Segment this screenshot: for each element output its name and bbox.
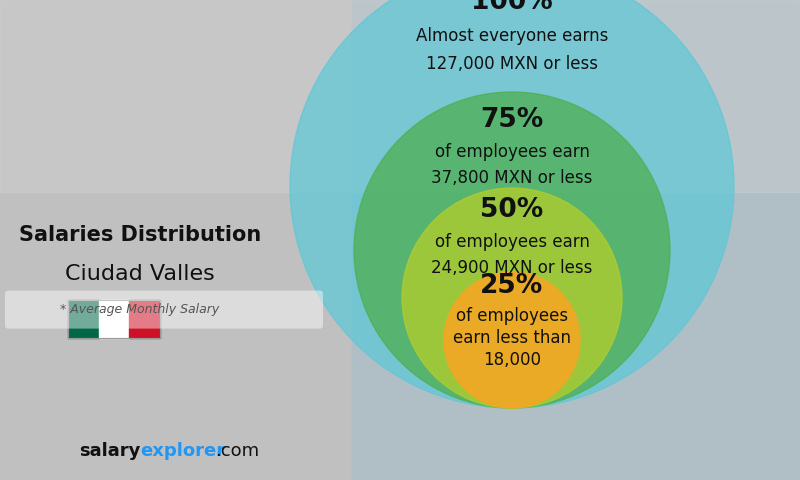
Text: earn less than: earn less than	[453, 329, 571, 347]
Text: 24,900 MXN or less: 24,900 MXN or less	[431, 259, 593, 277]
Text: of employees: of employees	[456, 307, 568, 325]
Text: Salaries Distribution: Salaries Distribution	[19, 225, 261, 245]
Text: 50%: 50%	[480, 197, 544, 223]
Bar	[0, 0, 800, 192]
Text: 75%: 75%	[480, 107, 544, 133]
Text: 127,000 MXN or less: 127,000 MXN or less	[426, 55, 598, 73]
Bar	[68, 300, 160, 338]
Circle shape	[290, 0, 734, 408]
Text: .com: .com	[215, 442, 259, 460]
Text: 25%: 25%	[480, 273, 544, 299]
Text: explorer: explorer	[140, 442, 225, 460]
Text: of employees earn: of employees earn	[434, 233, 590, 251]
Text: 37,800 MXN or less: 37,800 MXN or less	[431, 169, 593, 187]
Text: Ciudad Valles: Ciudad Valles	[65, 264, 215, 284]
Circle shape	[402, 188, 622, 408]
Text: Almost everyone earns: Almost everyone earns	[416, 27, 608, 45]
Bar	[130, 300, 160, 338]
Text: * Average Monthly Salary: * Average Monthly Salary	[60, 303, 220, 316]
Circle shape	[354, 92, 670, 408]
Text: salary: salary	[78, 442, 140, 460]
Text: 18,000: 18,000	[483, 351, 541, 369]
Circle shape	[444, 272, 580, 408]
Bar	[0, 0, 352, 480]
Bar	[352, 0, 800, 480]
Text: of employees earn: of employees earn	[434, 143, 590, 161]
Bar	[98, 300, 130, 338]
Bar	[68, 300, 98, 338]
Text: 100%: 100%	[471, 0, 553, 15]
FancyBboxPatch shape	[5, 290, 323, 329]
